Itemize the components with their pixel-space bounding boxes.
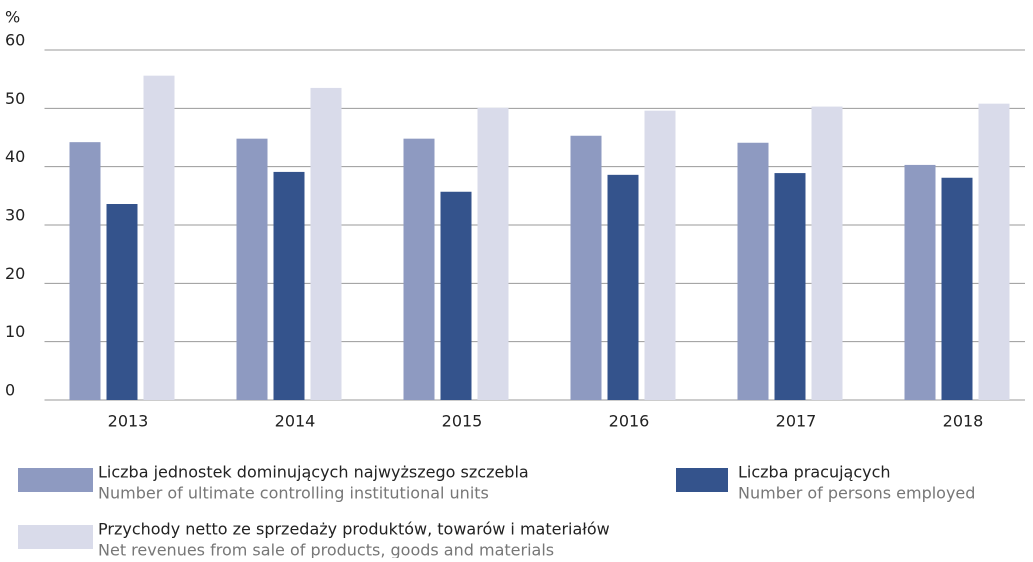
x-tick-label: 2018 bbox=[943, 412, 984, 431]
bar bbox=[811, 106, 843, 400]
legend-label: Liczba pracujących bbox=[738, 463, 891, 482]
y-tick-label: 40 bbox=[5, 147, 25, 166]
legend-label: Przychody netto ze sprzedaży produktów, … bbox=[98, 520, 610, 539]
x-tick-label: 2014 bbox=[275, 412, 316, 431]
bar bbox=[69, 142, 101, 400]
bar bbox=[477, 107, 509, 400]
x-tick-label: 2015 bbox=[442, 412, 483, 431]
y-tick-label: 10 bbox=[5, 322, 25, 341]
legend-swatch bbox=[18, 468, 93, 492]
bar bbox=[941, 177, 973, 400]
legend-swatch bbox=[18, 525, 93, 549]
bar bbox=[273, 171, 305, 400]
bar bbox=[737, 142, 769, 400]
x-tick-label: 2017 bbox=[776, 412, 817, 431]
y-tick-label: 50 bbox=[5, 89, 25, 108]
y-tick-label: 20 bbox=[5, 264, 25, 283]
legend-label-en: Number of persons employed bbox=[738, 484, 975, 503]
bar bbox=[143, 75, 175, 401]
bar bbox=[310, 87, 342, 401]
bar bbox=[607, 174, 639, 400]
bar bbox=[236, 138, 268, 400]
legend-label-en: Number of ultimate controlling instituti… bbox=[98, 484, 489, 503]
legend-swatch bbox=[676, 468, 728, 492]
bar bbox=[403, 138, 435, 400]
bar bbox=[644, 110, 676, 401]
y-tick-label: 30 bbox=[5, 206, 25, 225]
bar bbox=[904, 164, 936, 400]
bar bbox=[978, 103, 1010, 401]
x-tick-label: 2013 bbox=[108, 412, 149, 431]
x-tick-label: 2016 bbox=[609, 412, 650, 431]
bar bbox=[440, 191, 472, 400]
bar bbox=[106, 204, 138, 400]
y-tick-label: 60 bbox=[5, 31, 25, 50]
bar bbox=[774, 173, 806, 400]
bar bbox=[570, 135, 602, 400]
y-unit: % bbox=[5, 8, 20, 27]
legend-label-en: Net revenues from sale of products, good… bbox=[98, 541, 554, 559]
y-tick-label: 0 bbox=[5, 381, 15, 400]
legend-label: Liczba jednostek dominujących najwyższeg… bbox=[98, 463, 529, 482]
